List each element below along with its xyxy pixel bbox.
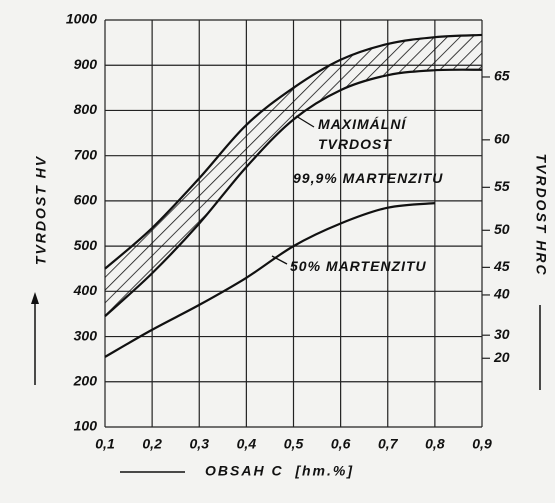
annotation: 99,9% MARTENZITU (293, 170, 444, 186)
y2-tick-label: 50 (494, 221, 510, 237)
y-tick-label: 200 (73, 372, 98, 388)
hatch-band (105, 34, 482, 317)
leader-line (271, 255, 288, 265)
x-tick-label: 0,2 (142, 436, 162, 452)
y2-tick-label: 60 (494, 131, 510, 147)
y-tick-label: 800 (74, 101, 98, 117)
annotation: 50% MARTENZITU (290, 258, 427, 274)
x-tick-label: 0,8 (425, 436, 445, 452)
x-tick-label: 0,6 (331, 436, 351, 452)
leader-line (295, 115, 315, 128)
y-tick-label: 500 (74, 237, 98, 253)
y-tick-label: 900 (74, 56, 98, 72)
y-arrow-head (31, 292, 39, 304)
series-line (104, 202, 435, 358)
x-tick-label: 0,5 (284, 436, 304, 452)
y2-tick-label: 20 (493, 349, 510, 365)
y2-tick-label: 30 (494, 326, 510, 342)
y-axis-label: TVRDOST HV (33, 155, 49, 265)
y-tick-label: 100 (74, 418, 98, 434)
y2-tick-label: 45 (493, 258, 510, 274)
x-tick-label: 0,4 (237, 436, 257, 452)
y2-tick-label: 40 (493, 286, 510, 302)
annotation: MAXIMÁLNÍ TVRDOST (318, 116, 407, 152)
y-tick-label: 1000 (66, 11, 97, 27)
y-tick-label: 400 (73, 282, 98, 298)
series-line (104, 33, 483, 270)
x-tick-label: 0,9 (472, 436, 492, 452)
y2-axis-label: TVRDOST HRC (533, 153, 549, 276)
x-tick-label: 0,1 (95, 436, 115, 452)
y-tick-label: 600 (74, 192, 98, 208)
y-tick-label: 300 (74, 327, 98, 343)
y2-tick-label: 65 (494, 68, 510, 84)
series-line (104, 68, 483, 318)
y2-tick-label: 55 (494, 178, 510, 194)
x-tick-label: 0,7 (378, 436, 399, 452)
y-tick-label: 700 (74, 146, 98, 162)
x-tick-label: 0,3 (190, 436, 210, 452)
x-axis-label: OBSAH C [hm.%] (205, 463, 354, 479)
